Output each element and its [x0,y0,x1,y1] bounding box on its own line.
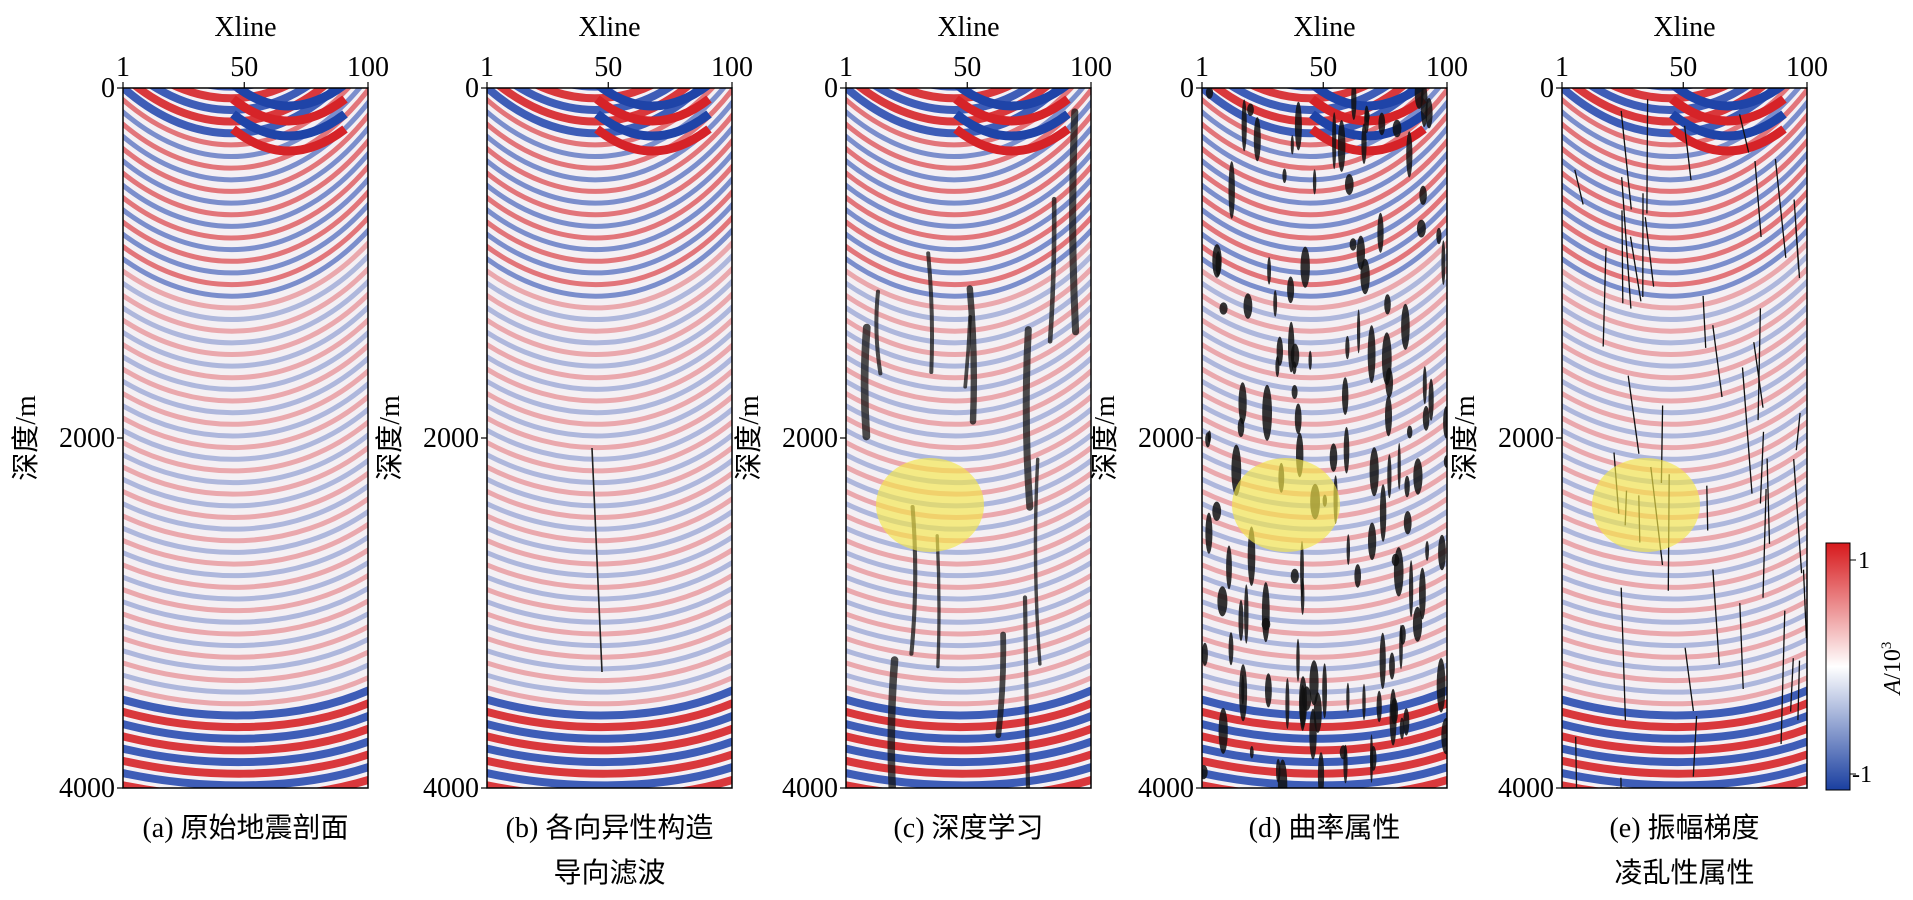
x-tick-label: 100 [347,52,389,83]
x-axis-title: Xline [578,12,640,43]
y-tick-label: 4000 [423,773,479,804]
y-axis-title: 深度/m [733,395,765,481]
panel-caption: (b) 各向异性构造 [506,812,714,844]
x-tick-label: 100 [711,52,753,83]
x-tick-label: 1 [839,52,853,83]
y-tick-label: 2000 [782,423,838,454]
colorbar: 1 -1 A/103 [1825,542,1906,791]
x-axis-title: Xline [937,12,999,43]
seismic-image-e [1562,88,1807,788]
y-tick-label: 4000 [1498,773,1554,804]
x-axis-title: Xline [1293,12,1355,43]
seismic-image-a [123,88,368,788]
y-tick-label: 4000 [1138,773,1194,804]
panel-caption: (d) 曲率属性 [1249,812,1401,844]
y-tick-label: 2000 [1138,423,1194,454]
panel-caption: (c) 深度学习 [893,812,1043,844]
colorbar-max-label: 1 [1858,548,1870,574]
y-tick-label: 0 [1180,73,1194,104]
x-tick-label: 50 [1669,52,1697,83]
y-tick-label: 0 [1540,73,1554,104]
y-tick-label: 0 [824,73,838,104]
x-tick-label: 50 [230,52,258,83]
y-axis-title: 深度/m [10,395,42,481]
panel-c: 1 50 100 Xline 0 2000 4000 深度/m (c) 深度学习 [733,12,1112,844]
y-tick-label: 2000 [423,423,479,454]
panel-caption-line2: 凌乱性属性 [1614,857,1754,889]
colorbar-min-label: -1 [1852,762,1872,788]
highlight-zone-e [1592,458,1700,552]
x-tick-label: 1 [1195,52,1209,83]
colorbar-title-rest: /10 [1880,649,1906,680]
colorbar-gradient [1825,542,1851,791]
y-tick-label: 4000 [59,773,115,804]
x-tick-label: 100 [1070,52,1112,83]
seismic-image-b [487,88,732,788]
seismic-image-d [1202,88,1447,788]
highlight-zone-c [876,458,984,552]
x-tick-label: 50 [1309,52,1337,83]
y-axis-title: 深度/m [374,395,406,481]
panel-d: 1 50 100 Xline 0 2000 4000 深度/m (d) 曲率属性 [1089,12,1468,844]
x-tick-label: 50 [594,52,622,83]
x-tick-label: 100 [1786,52,1828,83]
y-tick-label: 0 [101,73,115,104]
y-axis-title: 深度/m [1089,395,1121,481]
x-tick-label: 1 [480,52,494,83]
y-axis-title: 深度/m [1449,395,1481,481]
x-tick-label: 1 [1555,52,1569,83]
x-tick-label: 50 [953,52,981,83]
colorbar-title-italic: A [1880,679,1906,696]
y-tick-label: 2000 [59,423,115,454]
panel-caption: (a) 原始地震剖面 [142,812,348,844]
y-tick-label: 2000 [1498,423,1554,454]
panel-caption-line2: 导向滤波 [553,857,665,889]
panel-caption: (e) 振幅梯度 [1609,812,1759,844]
y-tick-label: 4000 [782,773,838,804]
x-tick-label: 1 [116,52,130,83]
highlight-zone-d [1232,458,1340,552]
y-tick-label: 0 [465,73,479,104]
x-axis-title: Xline [1653,12,1715,43]
colorbar-title: A/103 [1879,642,1906,697]
x-axis-title: Xline [214,12,276,43]
x-tick-label: 100 [1426,52,1468,83]
seismic-image-c [846,88,1091,788]
panel-a: 1 50 100 Xline 0 2000 4000 深度/m (a) 原始地震剖面 [10,12,389,844]
colorbar-title-sup: 3 [1879,642,1895,650]
